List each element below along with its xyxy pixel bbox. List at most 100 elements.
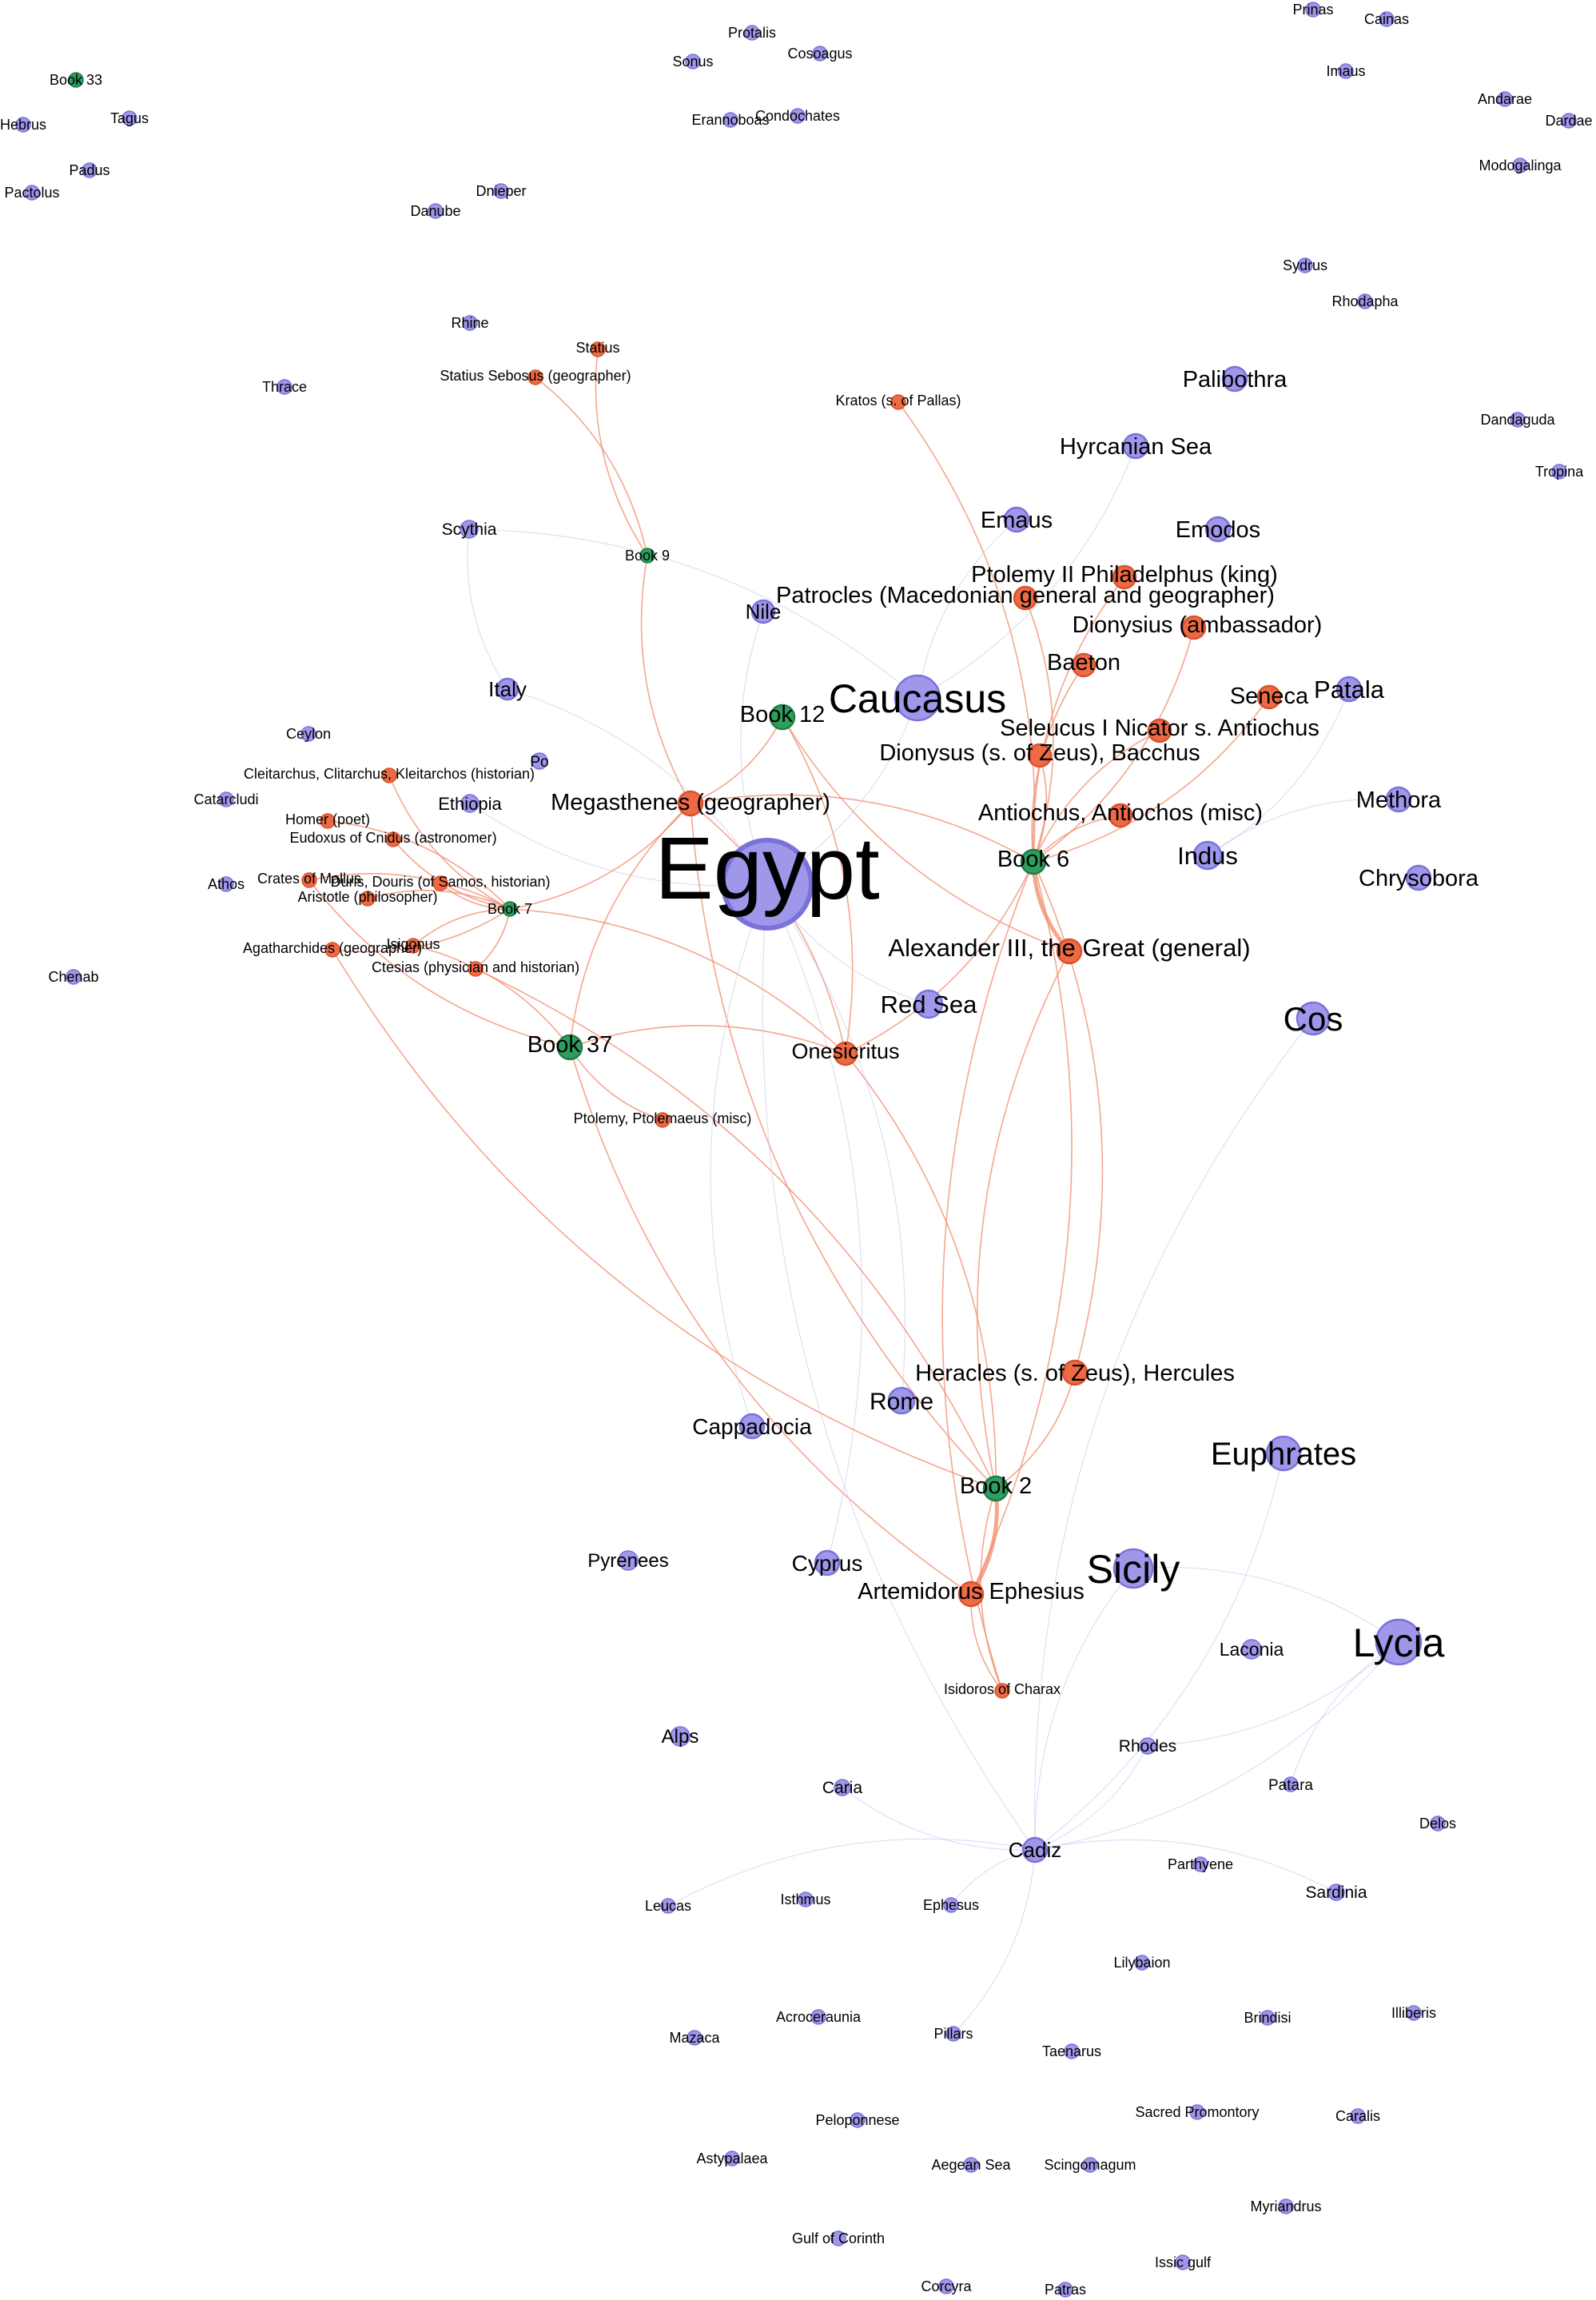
node-patala[interactable]	[1335, 676, 1363, 703]
node-mazaca[interactable]	[687, 2030, 702, 2046]
node-statius-sebosus[interactable]	[527, 369, 543, 385]
node-ptolemy-ii[interactable]	[1112, 564, 1137, 590]
node-agatharchides[interactable]	[324, 942, 340, 958]
node-artemidorus[interactable]	[957, 1581, 985, 1608]
node-book7[interactable]	[502, 901, 518, 917]
node-emodos[interactable]	[1204, 516, 1232, 543]
node-isthmus[interactable]	[798, 1891, 814, 1907]
node-pactolus[interactable]	[24, 185, 40, 201]
node-myriandrus[interactable]	[1278, 2198, 1294, 2214]
node-book2[interactable]	[982, 1475, 1009, 1502]
node-cosoagus[interactable]	[812, 46, 828, 62]
node-antiochus[interactable]	[1108, 803, 1133, 828]
node-tagus[interactable]	[121, 110, 137, 126]
node-rhodes[interactable]	[1139, 1737, 1156, 1755]
node-thrace[interactable]	[277, 379, 293, 395]
node-illiberis[interactable]	[1406, 2005, 1422, 2021]
node-astypalaea[interactable]	[724, 2151, 740, 2166]
node-methora[interactable]	[1385, 786, 1412, 813]
node-rome[interactable]	[887, 1386, 916, 1415]
node-acroceraunia[interactable]	[810, 2009, 826, 2025]
node-indus[interactable]	[1192, 840, 1223, 871]
node-dionysus[interactable]	[1027, 743, 1053, 768]
node-seneca[interactable]	[1256, 684, 1282, 710]
node-pillars[interactable]	[945, 2026, 961, 2042]
node-protalis[interactable]	[744, 25, 760, 41]
node-ptolemy-misc[interactable]	[655, 1112, 671, 1128]
node-condochates[interactable]	[790, 108, 806, 124]
node-sydrus[interactable]	[1297, 257, 1313, 273]
node-cadiz[interactable]	[1021, 1836, 1049, 1864]
node-sardinia[interactable]	[1327, 1883, 1345, 1901]
node-cleitarchus[interactable]	[381, 767, 397, 783]
node-onesicritus[interactable]	[833, 1041, 858, 1066]
node-scythia[interactable]	[460, 520, 479, 539]
node-corcyra[interactable]	[938, 2278, 954, 2294]
node-padus[interactable]	[82, 162, 98, 178]
node-egypt[interactable]	[721, 838, 814, 931]
node-lycia[interactable]	[1375, 1618, 1423, 1666]
node-cyprus[interactable]	[814, 1549, 841, 1577]
node-taenarus[interactable]	[1064, 2043, 1080, 2059]
node-parthyene[interactable]	[1192, 1856, 1208, 1872]
node-patras[interactable]	[1057, 2282, 1073, 2298]
node-rhodapha[interactable]	[1357, 293, 1373, 309]
node-alps[interactable]	[670, 1726, 691, 1747]
node-sicily[interactable]	[1112, 1548, 1154, 1589]
node-emaus[interactable]	[1003, 506, 1030, 533]
node-dardae[interactable]	[1561, 113, 1577, 129]
node-ethiopia[interactable]	[460, 794, 480, 813]
node-aristotle[interactable]	[360, 891, 376, 907]
node-ceylon[interactable]	[300, 726, 316, 742]
node-palibothra[interactable]	[1221, 365, 1248, 393]
node-peloponnese[interactable]	[850, 2112, 866, 2128]
node-leucas[interactable]	[660, 1898, 676, 1914]
node-pyrenees[interactable]	[618, 1550, 639, 1571]
node-italy[interactable]	[496, 677, 519, 701]
node-delos[interactable]	[1430, 1816, 1446, 1832]
node-dnieper[interactable]	[493, 183, 509, 199]
node-caucasus[interactable]	[894, 674, 941, 722]
node-book6[interactable]	[1020, 848, 1047, 875]
node-euphrates[interactable]	[1265, 1435, 1302, 1472]
node-gulf-of-corinth[interactable]	[830, 2230, 846, 2246]
node-aegean-sea[interactable]	[963, 2157, 979, 2173]
node-brindisi[interactable]	[1260, 2010, 1276, 2026]
node-po[interactable]	[531, 752, 548, 770]
node-book37[interactable]	[556, 1034, 583, 1061]
node-dandaguda[interactable]	[1510, 412, 1526, 428]
node-issic-gulf[interactable]	[1175, 2254, 1191, 2270]
node-cos[interactable]	[1296, 1001, 1331, 1036]
node-ctesias[interactable]	[468, 961, 484, 977]
node-tropina[interactable]	[1551, 464, 1567, 480]
node-scingomagum[interactable]	[1082, 2157, 1098, 2173]
node-erannoboas[interactable]	[722, 112, 738, 128]
node-chenab[interactable]	[66, 969, 82, 985]
node-patrocles[interactable]	[1013, 585, 1038, 611]
node-sacred-promontory[interactable]	[1189, 2104, 1205, 2120]
node-crates[interactable]	[301, 872, 317, 888]
node-lilybaion[interactable]	[1134, 1955, 1150, 1971]
node-cainas[interactable]	[1379, 11, 1395, 27]
node-duris[interactable]	[432, 875, 448, 891]
node-homer[interactable]	[320, 813, 336, 829]
node-prinas[interactable]	[1305, 2, 1321, 18]
node-statius[interactable]	[590, 341, 606, 357]
node-dionysius[interactable]	[1181, 615, 1207, 640]
node-isigonus[interactable]	[405, 938, 421, 954]
node-modogalinga[interactable]	[1512, 157, 1528, 173]
node-athos[interactable]	[218, 876, 234, 892]
node-rhine[interactable]	[462, 315, 478, 331]
node-cappadocia[interactable]	[738, 1413, 766, 1440]
node-baeton[interactable]	[1071, 652, 1097, 678]
node-ephesus[interactable]	[943, 1897, 959, 1913]
node-caria[interactable]	[834, 1779, 851, 1796]
node-book9[interactable]	[639, 548, 655, 564]
node-imaus[interactable]	[1338, 63, 1354, 79]
node-kratos[interactable]	[890, 394, 906, 410]
node-patara[interactable]	[1283, 1776, 1299, 1792]
node-hyrcanian-sea[interactable]	[1122, 432, 1149, 460]
node-danube[interactable]	[428, 203, 444, 219]
node-isidoros[interactable]	[994, 1683, 1010, 1699]
node-hebrus[interactable]	[15, 117, 31, 133]
